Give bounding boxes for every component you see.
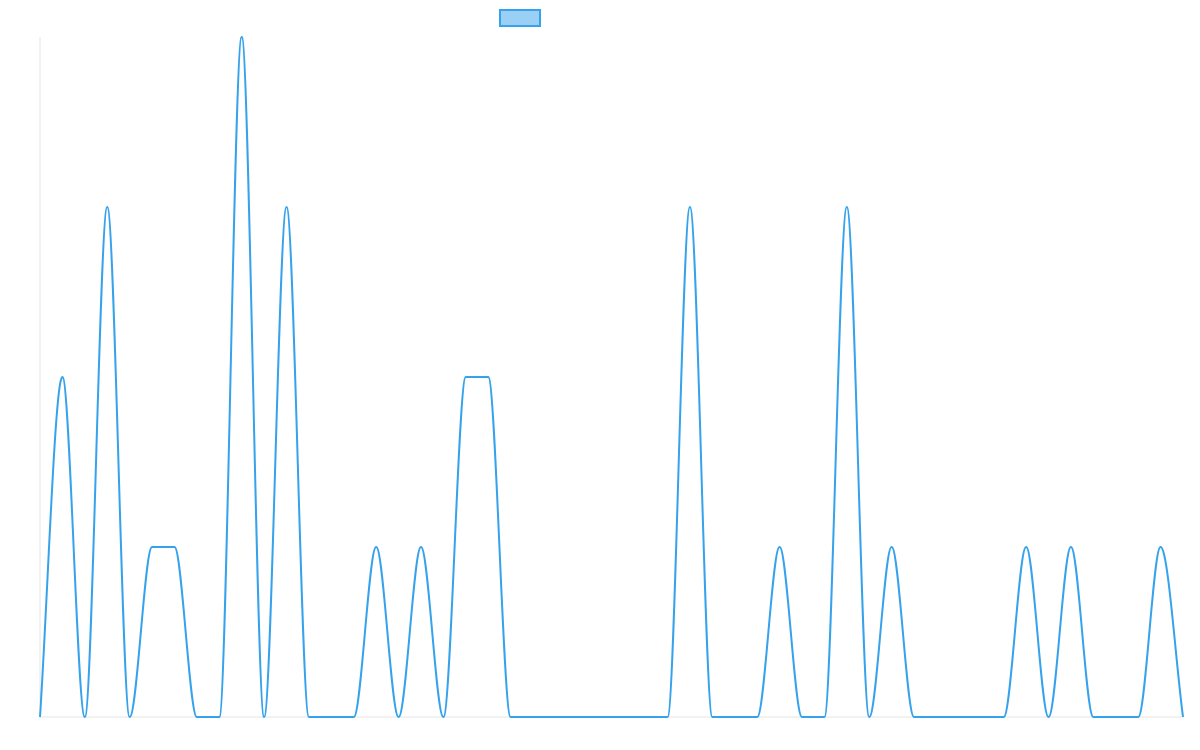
series-layer — [39, 36, 1184, 719]
axes — [39, 37, 1183, 718]
series-line-0 — [39, 36, 1184, 719]
legend[interactable] — [499, 9, 541, 27]
legend-swatch[interactable] — [499, 9, 541, 27]
